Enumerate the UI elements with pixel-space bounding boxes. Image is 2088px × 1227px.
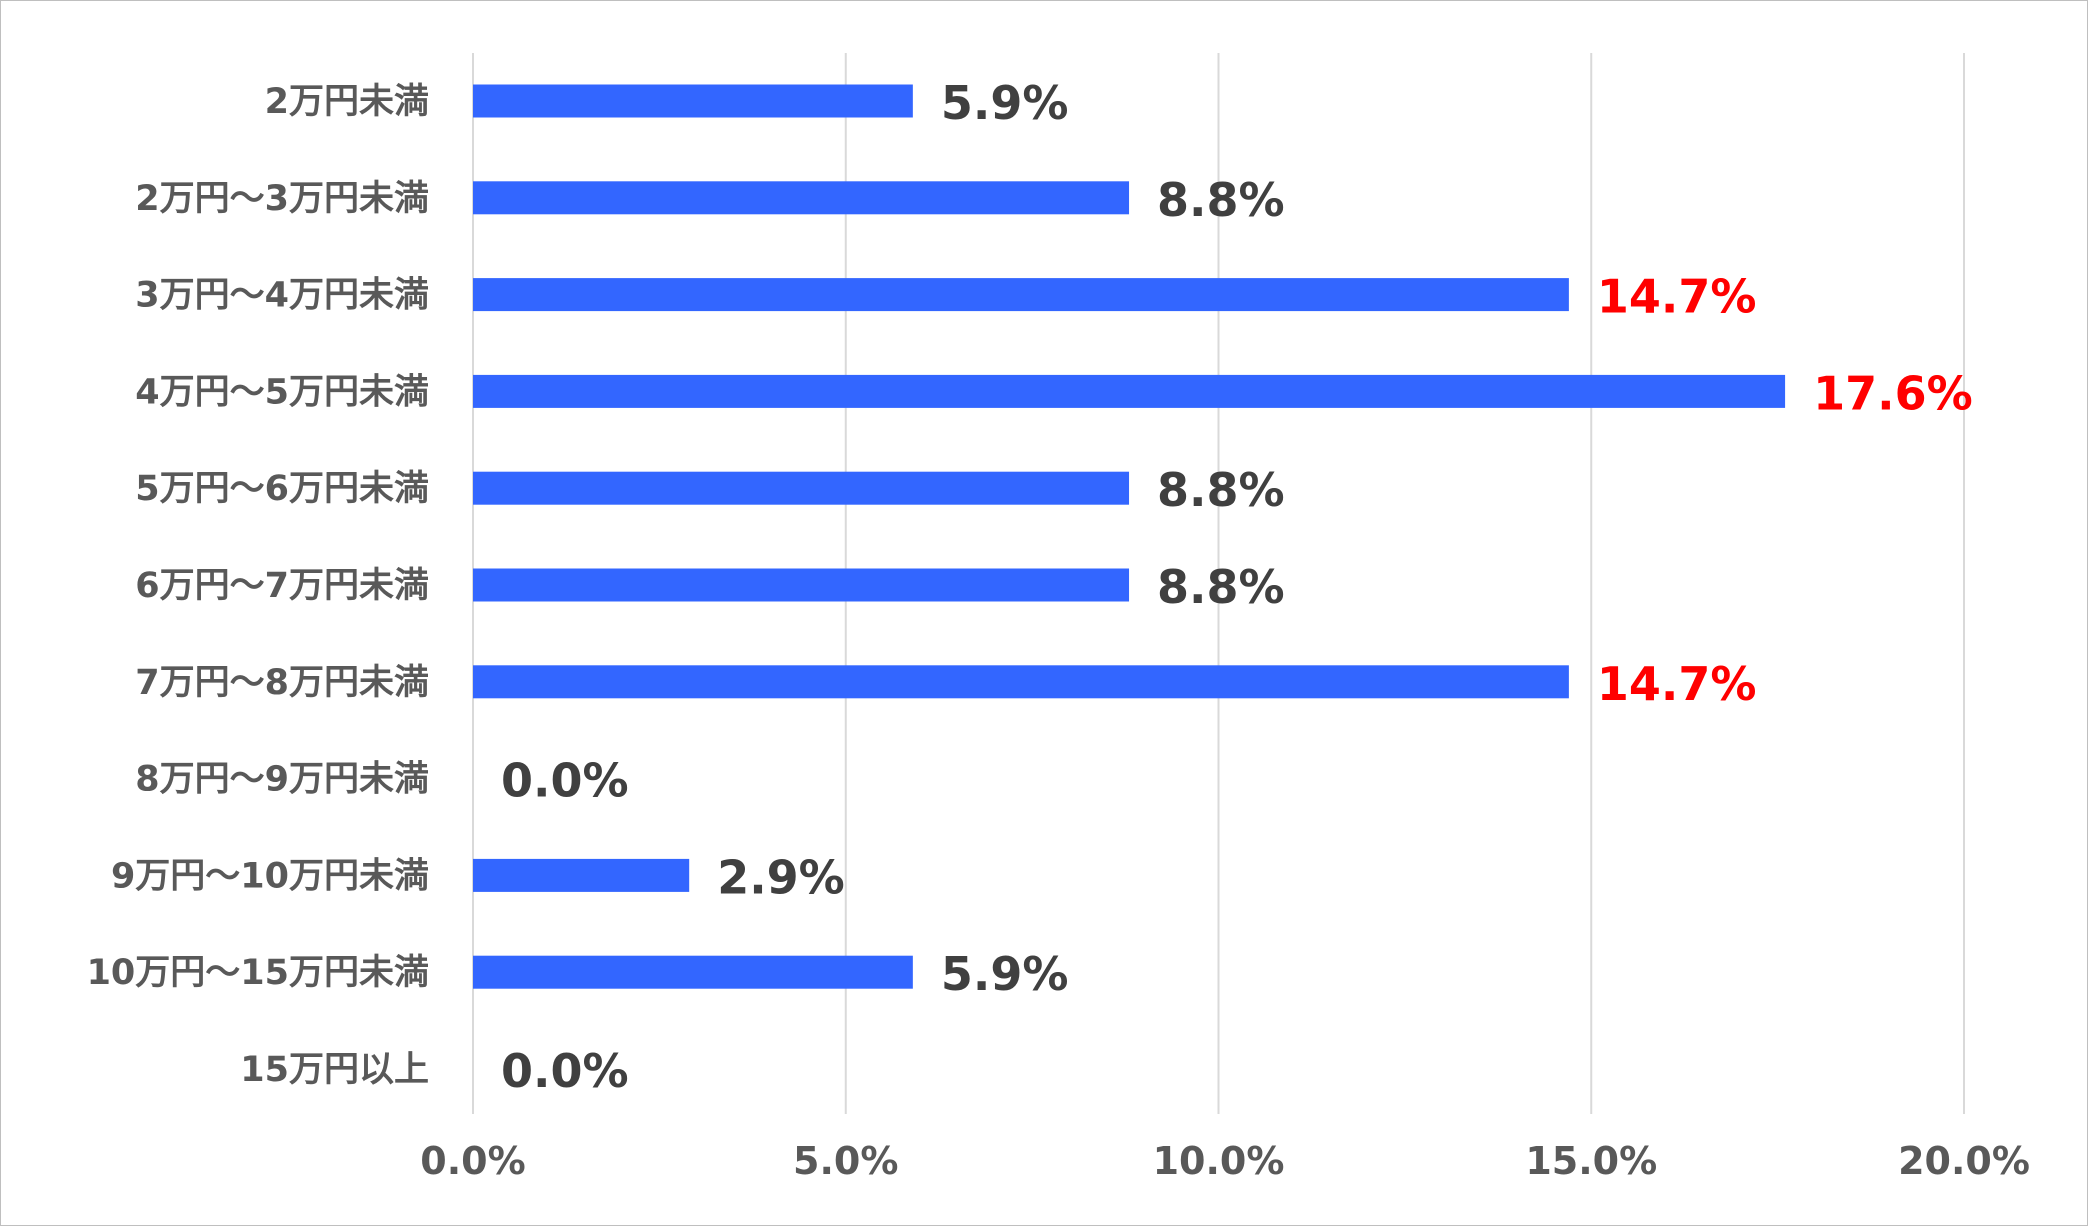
bar-chart: 2万円未満 2万円～3万円未満 3万円～4万円未満 4万円～5万円未満 5万円～6万円未… bbox=[1, 1, 2088, 1227]
data-label: 0.0% bbox=[501, 754, 629, 808]
bar bbox=[473, 665, 1569, 698]
data-label: 2.9% bbox=[717, 850, 845, 904]
x-tick-label: 5.0% bbox=[793, 1139, 898, 1183]
data-label: 14.7% bbox=[1597, 270, 1757, 324]
category-label: 2万円未満 bbox=[265, 82, 429, 122]
x-tick-label: 0.0% bbox=[420, 1139, 525, 1183]
bar bbox=[473, 859, 689, 892]
category-label: 7万円～8万円未満 bbox=[135, 663, 429, 703]
data-label: 8.8% bbox=[1157, 463, 1285, 517]
x-tick-label: 20.0% bbox=[1898, 1139, 2030, 1183]
data-label: 0.0% bbox=[501, 1044, 629, 1098]
category-label: 6万円～7万円未満 bbox=[135, 566, 429, 606]
bar bbox=[473, 181, 1129, 214]
chart-area: 2万円未満 2万円～3万円未満 3万円～4万円未満 4万円～5万円未満 5万円～6万円未… bbox=[0, 0, 2088, 1226]
category-label: 2万円～3万円未満 bbox=[135, 179, 429, 219]
category-labels: 2万円未満 2万円～3万円未満 3万円～4万円未満 4万円～5万円未満 5万円～6万円未… bbox=[87, 82, 429, 1090]
data-label: 17.6% bbox=[1813, 366, 1973, 420]
bar bbox=[473, 956, 913, 989]
category-label: 15万円以上 bbox=[240, 1050, 429, 1090]
data-label: 5.9% bbox=[941, 947, 1069, 1001]
category-label: 5万円～6万円未満 bbox=[135, 469, 429, 509]
bar bbox=[473, 472, 1129, 505]
x-axis-tick-labels: 0.0% 5.0% 10.0% 15.0% 20.0% bbox=[420, 1139, 2030, 1183]
category-label: 10万円～15万円未満 bbox=[87, 953, 429, 993]
category-label: 8万円～9万円未満 bbox=[135, 760, 429, 800]
data-label: 8.8% bbox=[1157, 560, 1285, 614]
bars bbox=[473, 85, 1785, 989]
category-label: 3万円～4万円未満 bbox=[135, 276, 429, 316]
bar bbox=[473, 375, 1785, 408]
data-label: 5.9% bbox=[941, 76, 1069, 130]
data-label: 8.8% bbox=[1157, 173, 1285, 227]
bar bbox=[473, 85, 913, 118]
category-label: 4万円～5万円未満 bbox=[135, 372, 429, 412]
bar bbox=[473, 278, 1569, 311]
x-tick-label: 10.0% bbox=[1153, 1139, 1285, 1183]
data-label: 14.7% bbox=[1597, 657, 1757, 711]
category-label: 9万円～10万円未満 bbox=[111, 856, 429, 896]
x-tick-label: 15.0% bbox=[1525, 1139, 1657, 1183]
bar bbox=[473, 569, 1129, 602]
